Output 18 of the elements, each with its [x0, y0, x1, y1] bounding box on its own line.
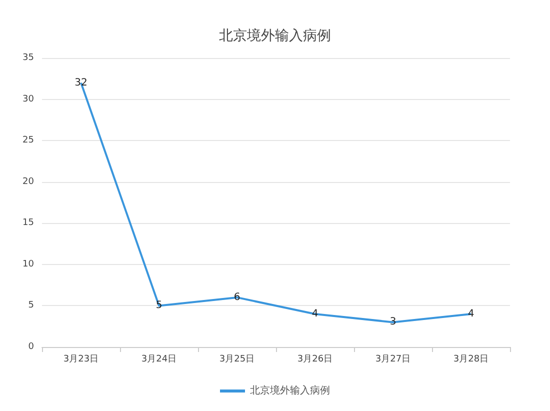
- y-tick-label: 25: [22, 136, 34, 146]
- x-tick-label: 3月25日: [219, 354, 255, 364]
- x-tick-label: 3月24日: [141, 354, 177, 364]
- x-tick-label: 3月27日: [375, 354, 411, 364]
- y-tick-label: 5: [28, 300, 34, 311]
- y-tick-label: 20: [22, 176, 34, 187]
- chart-title: 北京境外输入病例: [219, 28, 331, 44]
- y-tick-label: 35: [22, 53, 34, 63]
- x-tick-label: 3月28日: [453, 354, 489, 364]
- y-tick-label: 10: [22, 259, 34, 270]
- data-label: 32: [74, 77, 88, 88]
- x-tick-label: 3月26日: [297, 354, 333, 364]
- y-tick-label: 15: [22, 218, 34, 228]
- legend-label: 北京境外输入病例: [250, 384, 330, 396]
- y-tick-label: 0: [28, 342, 34, 352]
- x-tick-label: 3月23日: [63, 354, 99, 364]
- data-label: 4: [468, 308, 474, 320]
- y-tick-label: 30: [22, 94, 34, 104]
